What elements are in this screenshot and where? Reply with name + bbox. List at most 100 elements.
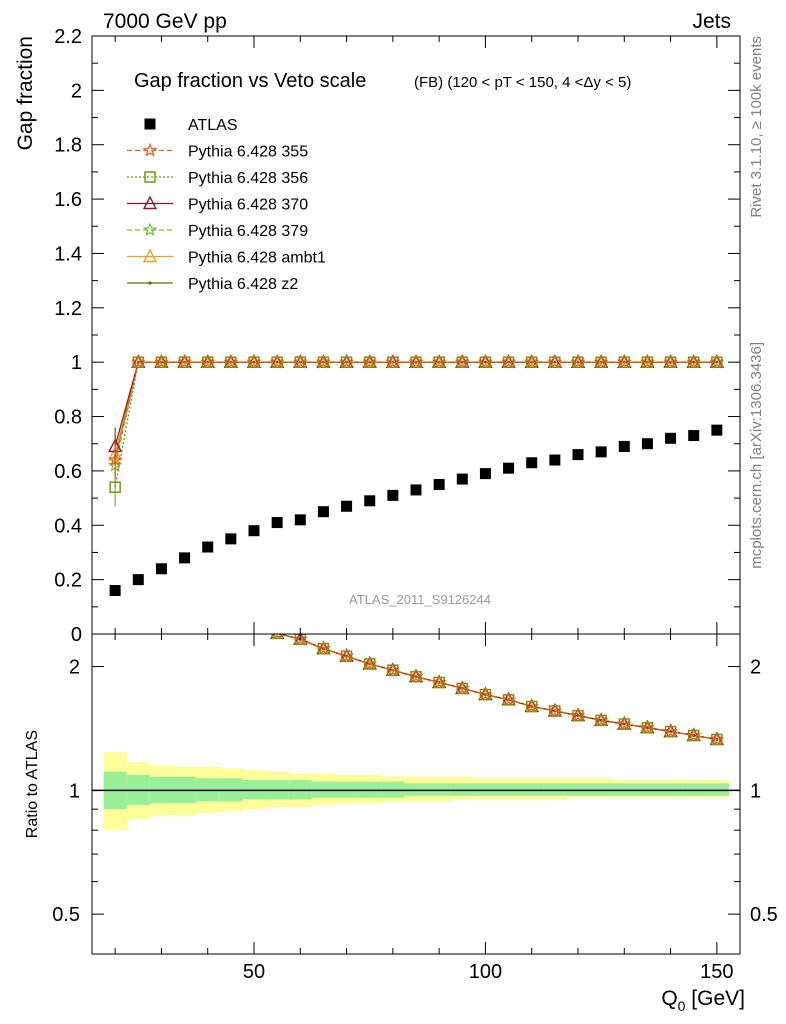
- legend-label: Pythia 6.428 356: [188, 170, 308, 187]
- data-point: [688, 430, 700, 442]
- x-axis-label: Q0 [GeV]: [661, 987, 745, 1014]
- data-point: [387, 489, 399, 501]
- ratio-point: [640, 720, 655, 734]
- y-tick-label: 0.8: [54, 407, 82, 429]
- data-point: [154, 354, 169, 369]
- ratio-y-tick-label: 1: [69, 780, 80, 802]
- stat-uncertainty-band: [497, 783, 521, 796]
- legend-label: Pythia 6.428 370: [188, 197, 308, 214]
- y-tick-label: 1: [71, 352, 82, 374]
- data-point: [179, 552, 191, 564]
- ratio-point: [339, 648, 354, 663]
- data-point: [132, 574, 144, 586]
- data-point: [155, 563, 167, 575]
- data-point: [109, 481, 121, 493]
- ratio-point: [408, 669, 424, 683]
- y-tick-label: 1.4: [54, 243, 82, 265]
- chart-subtitle: (FB) (120 < pT < 150, 4 <Δy < 5): [414, 74, 631, 91]
- data-point: [225, 533, 237, 545]
- stat-uncertainty-band: [520, 783, 544, 796]
- series-line: [114, 361, 717, 488]
- ratio-line: [277, 634, 718, 741]
- stat-uncertainty-band: [589, 783, 614, 796]
- ratio-plot-area: [269, 634, 725, 746]
- chart-title: Gap fraction vs Veto scale: [134, 70, 366, 92]
- data-point: [595, 446, 607, 458]
- top-plot-area: [107, 354, 725, 597]
- top-axes: 0 0.2 0.4 0.6 0.8 1 1.2 1.4 1.6 1.8 2 2.2: [54, 26, 740, 646]
- ratio-line: [277, 634, 718, 741]
- data-point: [524, 354, 539, 369]
- ratio-y-tick-label-right: 0.5: [750, 904, 778, 926]
- data-point: [711, 424, 723, 436]
- y-axis-label-top: Gap fraction: [14, 36, 37, 150]
- data-point: [456, 473, 468, 485]
- side-label-mcplots: mcplots.cern.ch [arXiv:1306.3436]: [748, 342, 765, 569]
- y-tick-label: 0.4: [54, 515, 82, 537]
- legend-label: Pythia 6.428 379: [188, 223, 308, 240]
- data-point: [617, 354, 632, 369]
- legend-label: Pythia 6.428 ambt1: [188, 250, 326, 267]
- stat-uncertainty-band: [473, 783, 498, 796]
- series-line: [114, 361, 717, 455]
- y-tick-label: 2: [71, 80, 82, 102]
- stat-uncertainty-band: [612, 783, 637, 796]
- y-tick-label: 2.2: [54, 26, 82, 48]
- data-point: [271, 517, 283, 529]
- ratio-point: [431, 674, 447, 689]
- data-point: [200, 354, 215, 369]
- data-point: [593, 354, 609, 369]
- ratio-line: [277, 634, 718, 741]
- data-point: [248, 525, 260, 537]
- legend-label: ATLAS: [188, 117, 238, 134]
- data-point: [478, 354, 493, 369]
- ratio-point: [547, 703, 563, 718]
- stat-uncertainty-band: [543, 783, 567, 796]
- stat-uncertainty-band: [566, 783, 591, 796]
- data-point: [549, 454, 561, 466]
- ratio-point: [709, 731, 725, 746]
- ratio-point: [524, 698, 539, 713]
- ratio-point: [455, 680, 470, 695]
- y-tick-label: 0: [71, 624, 82, 646]
- data-point: [339, 354, 354, 369]
- data-point: [455, 354, 470, 369]
- stat-uncertainty-band: [404, 783, 429, 796]
- data-point: [709, 354, 725, 369]
- ratio-y-tick-label: 0.5: [52, 904, 80, 926]
- x-tick-label: 150: [700, 961, 733, 983]
- ratio-line: [277, 634, 718, 741]
- stat-uncertainty-band: [427, 783, 452, 796]
- data-point: [107, 452, 123, 467]
- data-point: [433, 479, 445, 490]
- ratio-point: [362, 656, 377, 671]
- legend-marker: [142, 195, 158, 210]
- y-tick-label: 1.8: [54, 135, 82, 157]
- ratio-point: [686, 727, 701, 742]
- ratio-point: [663, 723, 678, 738]
- data-point: [316, 354, 331, 369]
- data-point: [526, 457, 538, 469]
- data-point: [570, 354, 586, 369]
- data-point: [686, 354, 701, 369]
- ratio-point: [385, 662, 401, 677]
- data-point: [479, 468, 491, 480]
- ratio-point: [272, 634, 282, 640]
- stat-uncertainty-band: [659, 783, 683, 796]
- data-point: [109, 585, 121, 597]
- data-point: [385, 354, 401, 369]
- data-point: [665, 432, 677, 444]
- y-tick-label: 0.2: [54, 570, 82, 592]
- data-point: [410, 484, 422, 496]
- legend-label: Pythia 6.428 z2: [188, 276, 298, 293]
- ratio-y-tick-label: 2: [69, 657, 80, 679]
- data-point: [547, 354, 563, 369]
- legend-marker: [144, 118, 156, 130]
- data-point: [501, 354, 516, 369]
- watermark: ATLAS_2011_S9126244: [349, 592, 491, 607]
- stat-uncertainty-band: [635, 783, 660, 796]
- ratio-point: [593, 712, 609, 727]
- data-point: [341, 500, 353, 512]
- data-point: [223, 354, 239, 369]
